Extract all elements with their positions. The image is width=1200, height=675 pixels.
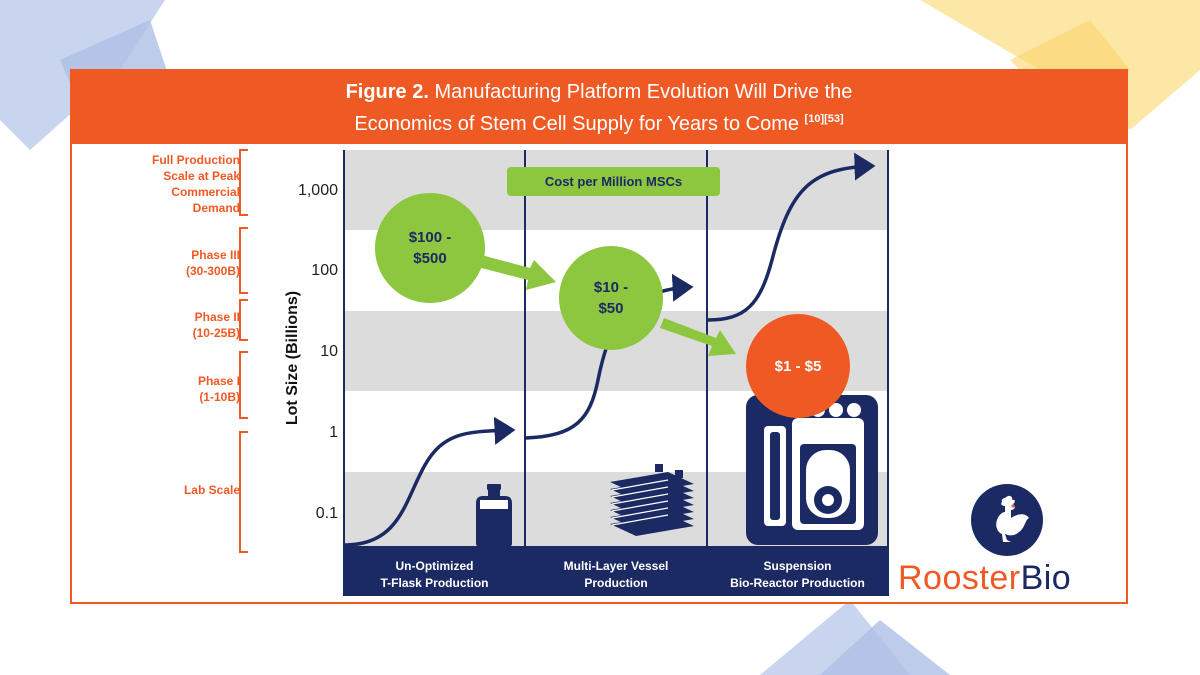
plot-left-border bbox=[343, 150, 345, 596]
bioreactor-icon bbox=[746, 395, 878, 545]
bracket-phase-1 bbox=[239, 351, 248, 419]
t-flask-icon bbox=[476, 484, 512, 547]
multi-layer-vessel-icon bbox=[610, 464, 694, 536]
phase-label-phase-1: Phase I (1-10B) bbox=[197, 374, 240, 404]
figure-references: [10][53] bbox=[804, 113, 844, 125]
cost-arrow-1 bbox=[466, 252, 556, 290]
bracket-lab bbox=[239, 431, 248, 553]
bracket-phase-3 bbox=[239, 227, 248, 294]
figure-title-line-1: Figure 2. Manufacturing Platform Evoluti… bbox=[72, 79, 1126, 106]
growth-curve-t-flask bbox=[344, 416, 516, 547]
phase-label-phase-3: Phase III (30-300B) bbox=[185, 248, 240, 278]
y-tick-10: 10 bbox=[320, 343, 338, 360]
platform-label-bioreactor: Suspension Bio-Reactor Production bbox=[730, 559, 865, 590]
platform-footer bbox=[343, 546, 889, 596]
cost-bubble-bioreactor: $1 - $5 bbox=[746, 314, 850, 418]
divider-1 bbox=[524, 150, 526, 596]
figure-header: Figure 2. Manufacturing Platform Evoluti… bbox=[72, 71, 1126, 144]
phase-label-full-production: Full Production Scale at Peak Commercial D… bbox=[152, 153, 240, 215]
cost-arrow-2 bbox=[660, 318, 736, 356]
figure-title-line-2: Economics of Stem Cell Supply for Years … bbox=[72, 106, 1126, 138]
logo-text-bio: Bio bbox=[1020, 559, 1072, 597]
figure-title-text-2: Economics of Stem Cell Supply for Years … bbox=[354, 113, 799, 135]
phase-label-lab-scale: Lab Scale bbox=[183, 483, 240, 497]
platform-label-multi-layer: Multi-Layer Vessel Production bbox=[563, 559, 669, 590]
divider-2 bbox=[706, 150, 708, 596]
cost-bubble-t-flask: $100 - $500 bbox=[375, 193, 485, 303]
cost-per-million-label: Cost per Million MSCs bbox=[507, 167, 720, 196]
plot-right-border bbox=[887, 150, 889, 596]
roosterbio-logo-text: RoosterBio bbox=[898, 558, 1071, 598]
growth-curve-bioreactor bbox=[707, 152, 876, 322]
bracket-phase-2 bbox=[239, 299, 248, 341]
y-tick-100: 100 bbox=[311, 262, 338, 279]
phase-label-phase-2: Phase II (10-25B) bbox=[192, 310, 240, 340]
rooster-icon bbox=[971, 484, 1043, 556]
logo-text-rooster: Rooster bbox=[898, 559, 1021, 597]
figure-title-text-1: Manufacturing Platform Evolution Will Dr… bbox=[434, 81, 853, 103]
figure-label: Figure 2. bbox=[345, 81, 429, 103]
y-tick-1000: 1,000 bbox=[297, 182, 338, 199]
cost-bubble-multi-layer: $10 - $50 bbox=[559, 246, 663, 350]
bracket-full bbox=[239, 149, 248, 216]
platform-label-t-flask: Un-Optimized T-Flask Production bbox=[380, 559, 489, 590]
y-tick-0-1: 0.1 bbox=[315, 505, 338, 522]
y-tick-1: 1 bbox=[329, 424, 338, 441]
